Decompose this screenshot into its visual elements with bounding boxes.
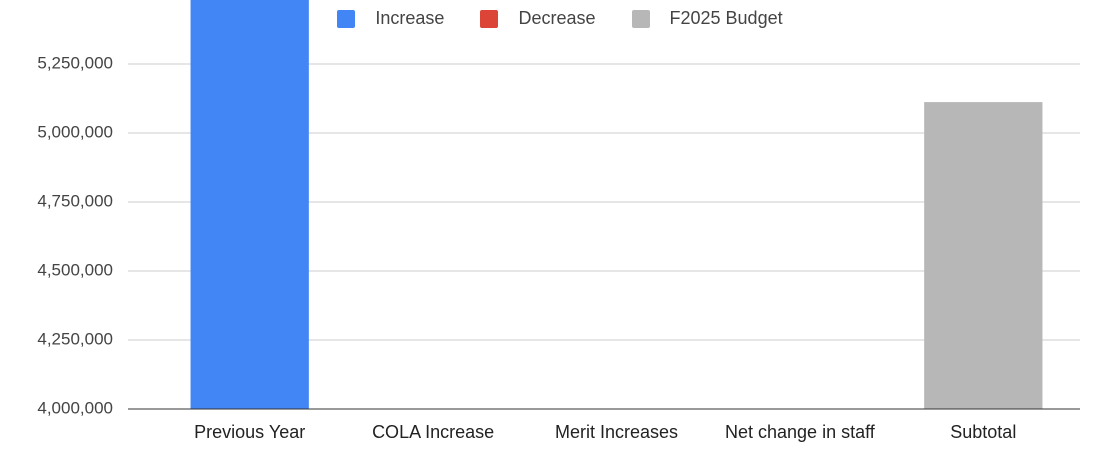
y-tick-label: 4,750,000	[37, 191, 113, 210]
legend-item: Increase	[337, 8, 444, 29]
legend-swatch	[480, 9, 499, 28]
x-tick-label: Subtotal	[950, 422, 1017, 442]
y-tick-label: 4,500,000	[37, 260, 113, 279]
bar	[190, 0, 309, 409]
legend: Increase Decrease F2025 Budget	[0, 8, 1097, 29]
y-tick-label: 5,000,000	[37, 122, 113, 141]
legend-label: Decrease	[518, 8, 596, 28]
y-tick-label: 5,250,000	[37, 53, 113, 72]
x-tick-label: COLA Increase	[372, 422, 495, 442]
x-tick-label: Previous Year	[194, 422, 306, 442]
x-tick-label: Net change in staff	[725, 422, 875, 442]
y-tick-label: 4,000,000	[37, 398, 113, 417]
legend-label: F2025 Budget	[669, 8, 783, 28]
x-tick-label: Merit Increases	[554, 422, 679, 442]
y-tick-label: 4,250,000	[37, 329, 113, 348]
legend-swatch	[631, 9, 650, 28]
legend-label: Increase	[375, 8, 445, 28]
legend-item: Decrease	[480, 8, 596, 29]
bar	[924, 102, 1043, 409]
legend-swatch	[337, 9, 356, 28]
legend-item: F2025 Budget	[631, 8, 783, 29]
